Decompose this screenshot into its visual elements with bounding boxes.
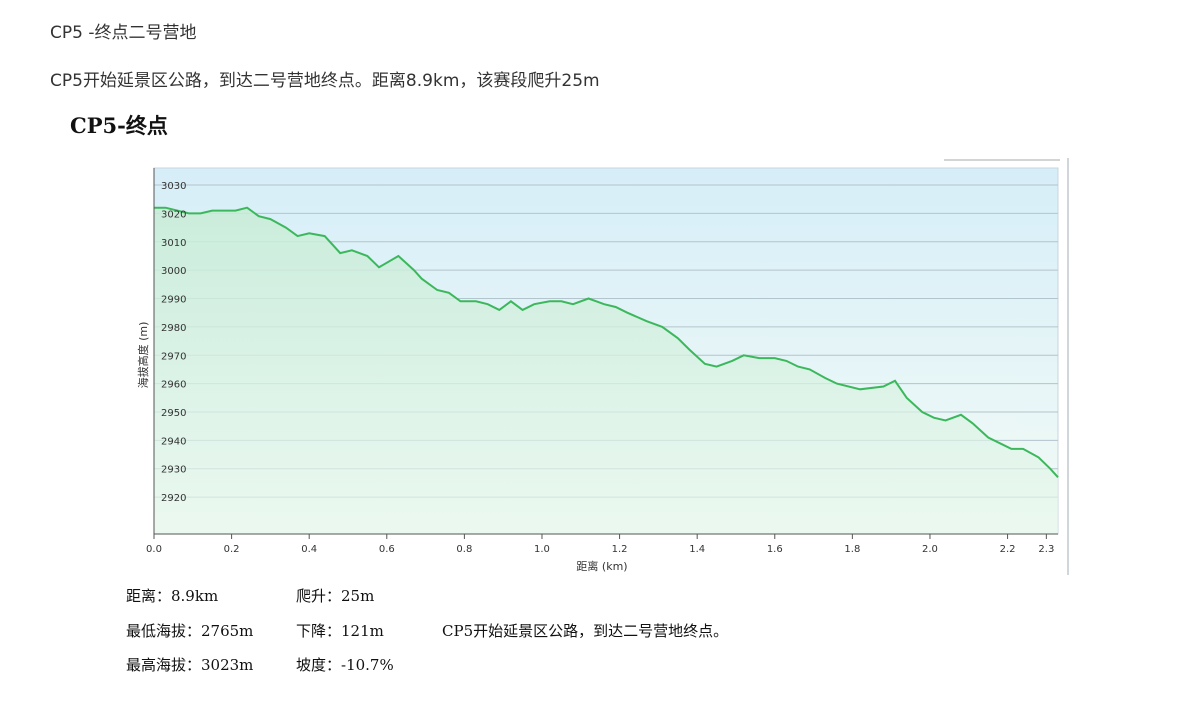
y-tick-label: 2970 [161, 351, 186, 362]
y-axis-label: 海拔高度 (m) [136, 322, 150, 389]
x-axis-label: 距离 (km) [576, 559, 627, 573]
x-tick-label: 0.8 [456, 544, 472, 555]
stat-descent: 下降：121m [296, 622, 384, 640]
x-tick-label: 1.8 [844, 544, 860, 555]
x-tick-label: 0.4 [301, 544, 317, 555]
stat-distance: 距离：8.9km [126, 587, 219, 605]
y-tick-label: 3010 [161, 238, 186, 249]
y-tick-label: 2930 [161, 465, 186, 476]
x-tick-label: 1.6 [767, 544, 783, 555]
x-tick-label: 2.3 [1038, 544, 1054, 555]
y-tick-label: 2980 [161, 323, 186, 334]
y-tick-label: 3030 [161, 181, 186, 192]
stat-climb: 爬升：25m [296, 587, 375, 605]
y-tick-label: 3020 [161, 209, 186, 220]
stat-max-altitude: 最高海拔：3023m [126, 656, 254, 674]
route-description: CP5开始延景区公路，到达二号营地终点。距离8.9km，该赛段爬升25m [50, 71, 600, 91]
x-tick-label: 0.6 [379, 544, 395, 555]
stat-description: CP5开始延景区公路，到达二号营地终点。 [442, 622, 729, 640]
y-tick-label: 2990 [161, 295, 186, 306]
y-tick-label: 2950 [161, 408, 186, 419]
y-tick-label: 3000 [161, 266, 186, 277]
x-tick-label: 0.0 [146, 544, 162, 555]
x-tick-label: 2.2 [1000, 544, 1016, 555]
y-tick-label: 2920 [161, 493, 186, 504]
route-title: CP5 -终点二号营地 [50, 23, 197, 43]
x-tick-label: 1.0 [534, 544, 550, 555]
x-tick-label: 1.4 [689, 544, 705, 555]
chart-heading: CP5-终点 [70, 113, 168, 138]
x-tick-label: 2.0 [922, 544, 938, 555]
elevation-line [154, 206, 1059, 478]
y-tick-label: 2940 [161, 436, 186, 447]
elevation-area [154, 207, 1058, 534]
elevation-profile-chart: 3030 3020 3010 3000 2990 2980 2970 2960 2950 2940… [136, 158, 1069, 575]
x-tick-label: 1.2 [612, 544, 628, 555]
stat-slope: 坡度：-10.7% [296, 656, 394, 674]
y-tick-label: 2960 [161, 380, 186, 391]
x-tick-label: 0.2 [224, 544, 240, 555]
stat-min-altitude: 最低海拔：2765m [126, 622, 254, 640]
